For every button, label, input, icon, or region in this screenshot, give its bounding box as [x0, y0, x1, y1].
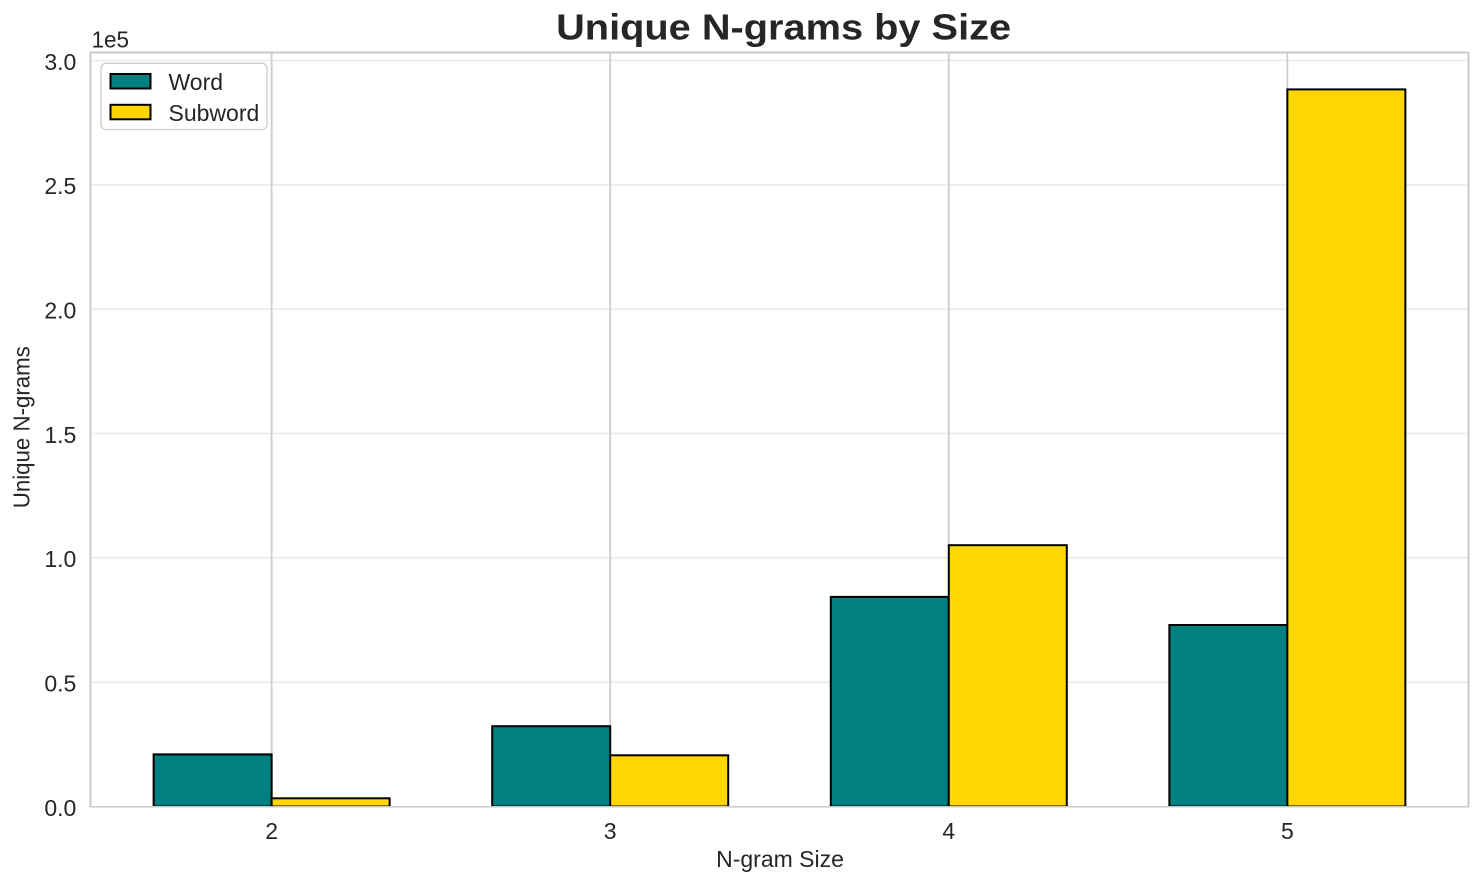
svg-text:Subword: Subword	[169, 100, 260, 126]
svg-text:N-gram Size: N-gram Size	[716, 846, 844, 872]
svg-text:3: 3	[604, 818, 617, 844]
svg-text:5: 5	[1281, 818, 1294, 844]
svg-text:1.0: 1.0	[44, 546, 76, 572]
svg-text:0.0: 0.0	[44, 795, 76, 821]
svg-text:Unique N-grams: Unique N-grams	[9, 346, 35, 508]
svg-text:Word: Word	[169, 69, 224, 95]
svg-text:2.0: 2.0	[44, 298, 76, 324]
svg-text:0.5: 0.5	[44, 671, 76, 697]
svg-text:2: 2	[265, 818, 278, 844]
svg-text:2.5: 2.5	[44, 173, 76, 199]
svg-text:1.5: 1.5	[44, 422, 76, 448]
svg-text:4: 4	[942, 818, 955, 844]
svg-text:3.0: 3.0	[44, 49, 76, 75]
svg-text:1e5: 1e5	[92, 26, 130, 52]
svg-text:Unique N-grams by Size: Unique N-grams by Size	[556, 7, 1011, 48]
